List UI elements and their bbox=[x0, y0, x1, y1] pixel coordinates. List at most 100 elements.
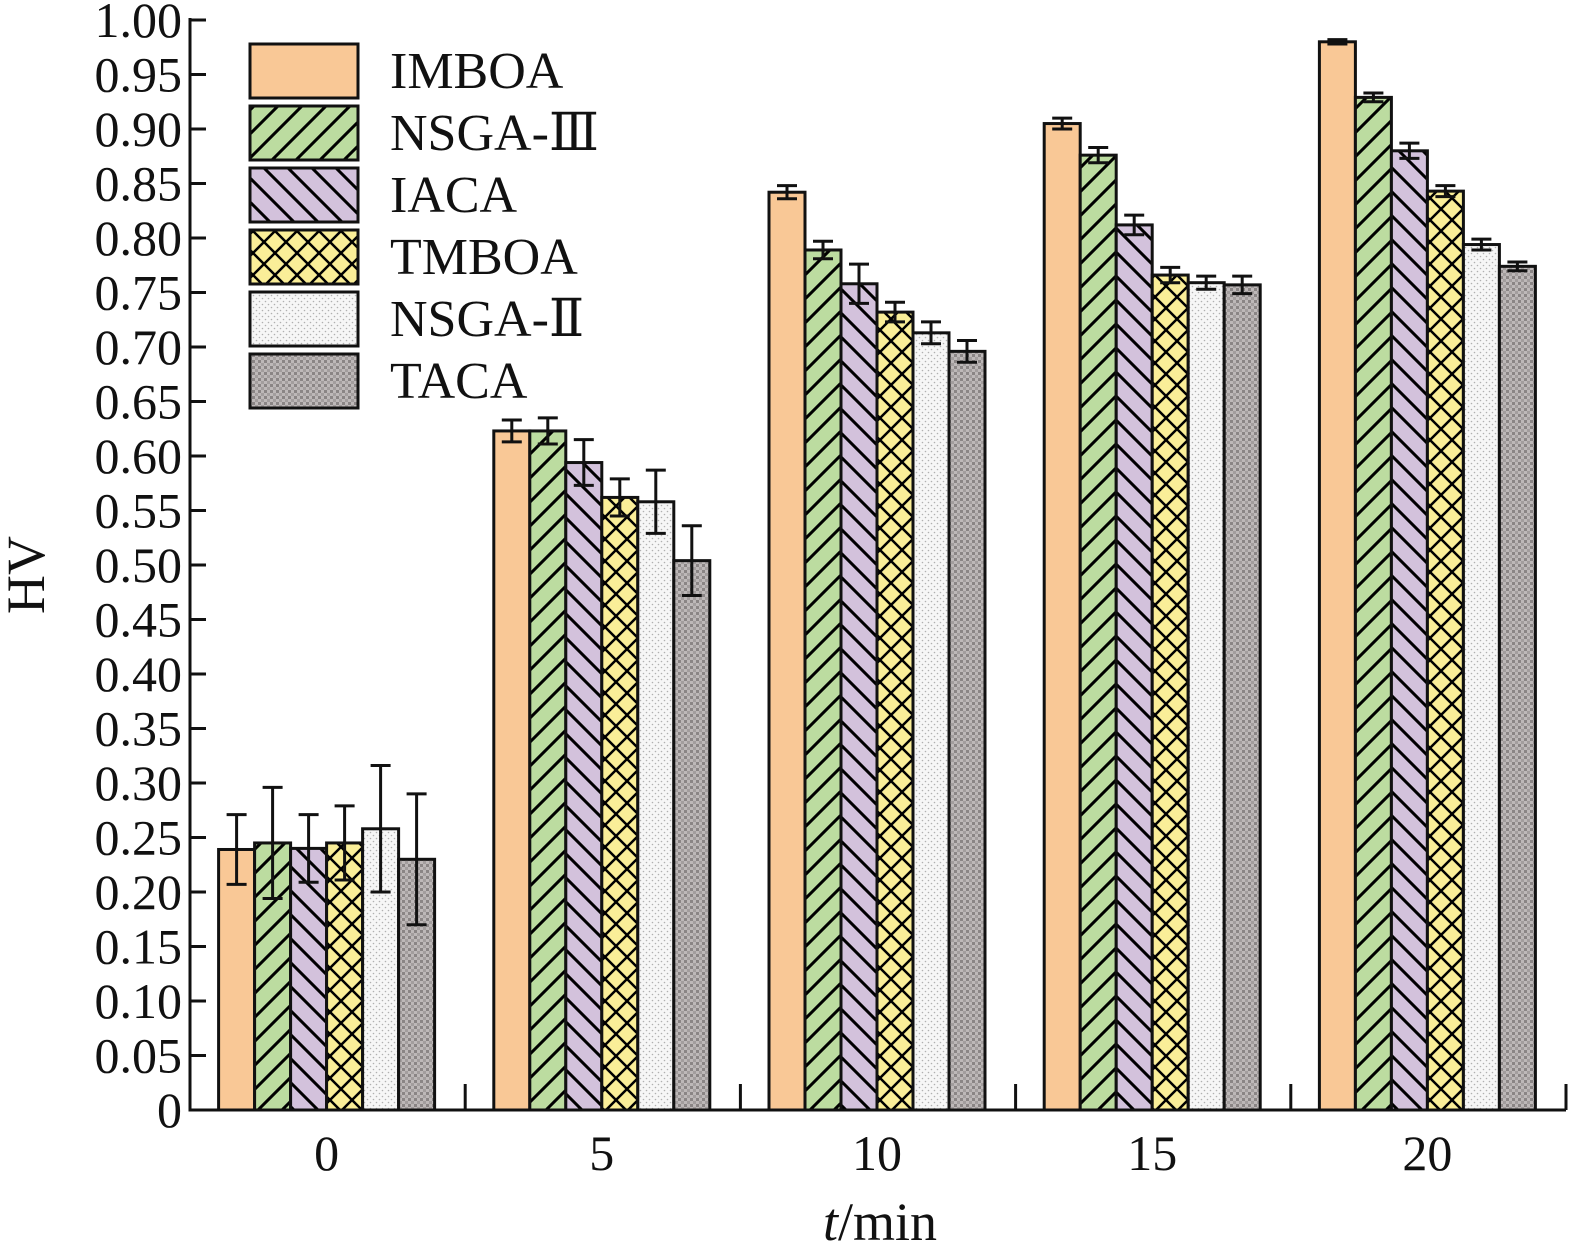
x-tick-label: 10 bbox=[852, 1125, 902, 1181]
error-bar bbox=[813, 239, 833, 261]
error-bar bbox=[298, 813, 319, 884]
legend-swatch bbox=[248, 104, 360, 162]
legend-swatch bbox=[248, 290, 360, 348]
bar-tmboa-0 bbox=[325, 841, 365, 1112]
bar-tmboa-15 bbox=[1150, 273, 1190, 1112]
y-tick-label: 0.20 bbox=[95, 864, 183, 920]
error-bar bbox=[957, 338, 977, 364]
bar-taca-20 bbox=[1497, 264, 1537, 1112]
bar-iaca-5 bbox=[564, 461, 604, 1112]
bar-nsga-10 bbox=[911, 331, 951, 1112]
bar-nsga-15 bbox=[1186, 281, 1226, 1112]
error-bar bbox=[370, 764, 391, 894]
x-axis-title: t/min bbox=[823, 1192, 937, 1251]
error-bar bbox=[921, 320, 941, 346]
bar-imboa-20 bbox=[1317, 40, 1357, 1112]
y-tick-label: 0.45 bbox=[95, 592, 183, 648]
error-bar bbox=[645, 468, 666, 535]
y-tick-label: 1.00 bbox=[95, 0, 183, 48]
y-tick-label: 0.95 bbox=[95, 47, 183, 103]
bar-nsga-20 bbox=[1461, 243, 1501, 1112]
bar-iaca-20 bbox=[1389, 149, 1429, 1112]
y-tick-label: 0.55 bbox=[95, 483, 183, 539]
bar-nsga-10 bbox=[803, 248, 843, 1112]
error-bar bbox=[1088, 146, 1109, 165]
y-tick-label: 0.25 bbox=[95, 810, 183, 866]
error-bar bbox=[1327, 38, 1348, 46]
y-tick-label: 0.75 bbox=[95, 265, 183, 321]
error-bar bbox=[573, 438, 594, 487]
error-bar bbox=[501, 418, 522, 444]
bar-taca-5 bbox=[672, 559, 712, 1112]
bar-nsga-5 bbox=[528, 429, 568, 1112]
error-bar bbox=[1507, 260, 1528, 273]
bar-nsga-15 bbox=[1078, 153, 1118, 1112]
y-axis-title: HV bbox=[0, 536, 56, 614]
legend-label: NSGA-Ⅱ bbox=[390, 291, 584, 348]
error-bar bbox=[537, 416, 558, 446]
y-tick-label: 0.30 bbox=[95, 755, 183, 811]
legend-swatch bbox=[248, 42, 360, 100]
y-tick-label: 0.60 bbox=[95, 428, 183, 484]
bar-iaca-15 bbox=[1114, 223, 1154, 1112]
bar-tmboa-20 bbox=[1425, 189, 1465, 1112]
legend-swatch bbox=[248, 228, 360, 286]
x-tick-label: 15 bbox=[1127, 1125, 1177, 1181]
axes bbox=[188, 18, 1568, 1112]
bar-tmboa-10 bbox=[875, 310, 915, 1112]
bar-taca-10 bbox=[947, 349, 987, 1112]
error-bar bbox=[262, 785, 283, 901]
y-tick-label: 0.90 bbox=[95, 101, 183, 157]
error-bar bbox=[1124, 213, 1145, 237]
error-bar bbox=[1160, 265, 1181, 285]
x-axis-title-italic: t bbox=[823, 1192, 840, 1251]
x-tick-label: 5 bbox=[589, 1125, 614, 1181]
error-bar bbox=[681, 524, 702, 598]
error-bar bbox=[1363, 91, 1384, 104]
error-bar bbox=[406, 792, 427, 927]
y-tick-label: 0.70 bbox=[95, 319, 183, 375]
y-tick-label: 0.05 bbox=[95, 1028, 183, 1084]
error-bar bbox=[334, 804, 355, 882]
y-tick-label: 0.35 bbox=[95, 701, 183, 757]
bar-imboa-10 bbox=[767, 190, 807, 1112]
legend-swatch bbox=[248, 166, 360, 224]
bar-nsga-20 bbox=[1353, 95, 1393, 1112]
y-tick-label: 0.80 bbox=[95, 210, 183, 266]
bars-layer bbox=[217, 38, 1537, 1112]
error-bar bbox=[885, 300, 905, 324]
error-bar bbox=[1052, 116, 1073, 131]
y-tick-label: 0.85 bbox=[95, 156, 183, 212]
bar-imboa-15 bbox=[1042, 122, 1082, 1112]
bar-imboa-0 bbox=[217, 847, 257, 1112]
tick-labels: 00.050.100.150.200.250.300.350.400.450.5… bbox=[95, 0, 1453, 1181]
x-tick-label: 0 bbox=[314, 1125, 339, 1181]
error-bar bbox=[1399, 141, 1420, 160]
y-tick-label: 0.65 bbox=[95, 374, 183, 430]
legend-label: NSGA-Ⅲ bbox=[390, 105, 599, 162]
legend-swatch bbox=[248, 352, 360, 410]
bar-iaca-10 bbox=[839, 282, 879, 1112]
legend-label: IACA bbox=[390, 167, 518, 224]
error-bar bbox=[609, 477, 630, 518]
legend-label: IMBOA bbox=[390, 43, 564, 100]
error-bar bbox=[1196, 274, 1217, 291]
y-tick-label: 0.40 bbox=[95, 646, 183, 702]
legend-label: TACA bbox=[390, 353, 528, 410]
y-tick-label: 0 bbox=[157, 1082, 182, 1138]
x-axis-title-unit: /min bbox=[838, 1192, 937, 1251]
error-bar bbox=[1471, 237, 1492, 252]
error-bar bbox=[1435, 184, 1456, 199]
bar-imboa-5 bbox=[492, 429, 532, 1112]
error-bar bbox=[777, 184, 797, 201]
error-bar bbox=[849, 262, 869, 305]
bar-taca-15 bbox=[1222, 283, 1262, 1112]
bar-tmboa-5 bbox=[600, 495, 640, 1112]
y-tick-label: 0.50 bbox=[95, 537, 183, 593]
legend-label: TMBOA bbox=[390, 229, 578, 286]
bar-iaca-0 bbox=[289, 846, 329, 1112]
bar-nsga-5 bbox=[636, 500, 676, 1112]
